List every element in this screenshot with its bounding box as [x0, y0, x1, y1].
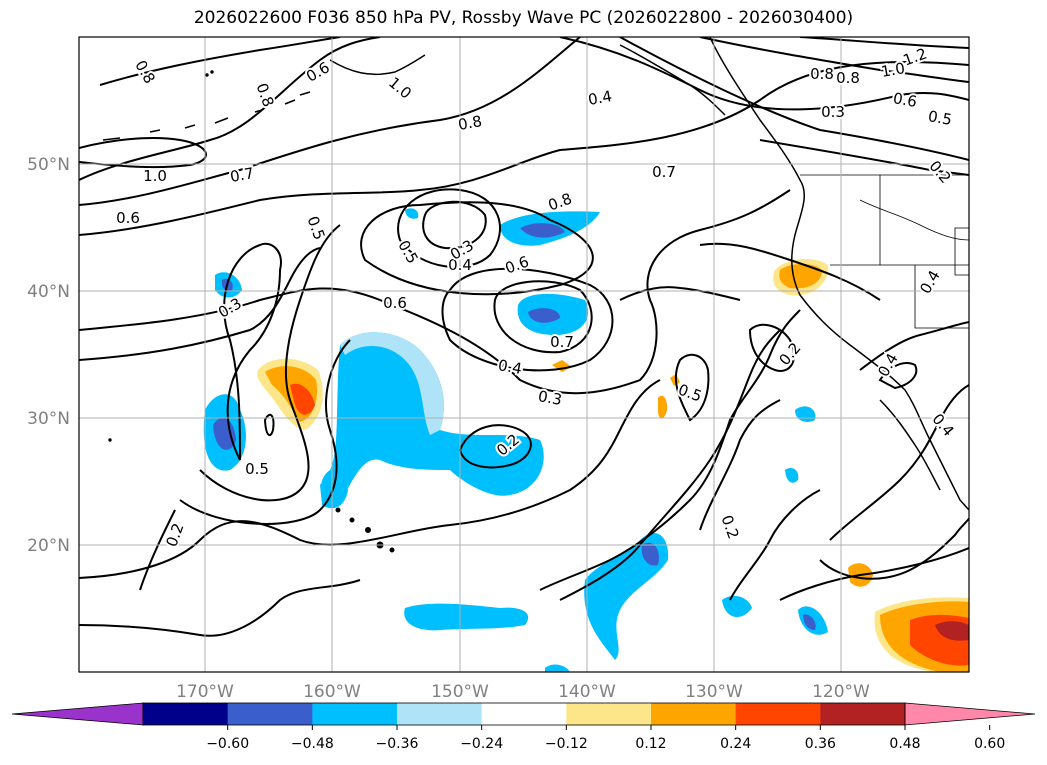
colorbar-segment: [566, 703, 652, 725]
lon-label-140w: 140°W: [558, 682, 616, 702]
contour-label: 0.6: [116, 209, 140, 227]
contour-label: 0.3: [537, 387, 564, 409]
map-title: 2026022600 F036 850 hPa PV, Rossby Wave …: [193, 8, 854, 28]
colorbar-tick-label: −0.60: [206, 736, 249, 752]
colorbar-frame: [142, 702, 906, 726]
lon-label-160w: 160°W: [303, 682, 361, 702]
contour-label: 0.7: [652, 163, 676, 181]
negative-shading: [203, 208, 828, 672]
colorbar-tick-label: 0.60: [974, 736, 1005, 752]
contour-label: 0.6: [383, 294, 407, 312]
lon-label-150w: 150°W: [431, 682, 489, 702]
colorbar-segment: [481, 703, 567, 725]
lon-label-130w: 130°W: [685, 682, 743, 702]
lat-label-50: 50°N: [27, 155, 70, 175]
gridlines: [79, 37, 969, 672]
coastlines: [102, 37, 969, 511]
lon-label-170w: 170°W: [176, 682, 234, 702]
contour-label: 0.4: [448, 256, 472, 274]
lon-label-120w: 120°W: [812, 682, 870, 702]
colorbar-segment: [312, 703, 398, 725]
colorbar-tick-label: 0.12: [635, 736, 666, 752]
contour-label: 1.0: [143, 167, 167, 185]
colorbar-extend-high: [904, 702, 1036, 726]
colorbar-segment: [735, 703, 821, 725]
lat-label-40: 40°N: [27, 282, 70, 302]
colorbar-tick-label: −0.48: [291, 736, 334, 752]
colorbar: [11, 702, 1036, 726]
contour-label: 0.5: [245, 460, 269, 478]
contour-label: 0.3: [821, 103, 845, 121]
colorbar-segment: [143, 703, 229, 725]
borders: [800, 174, 969, 329]
colorbar-tick-label: −0.24: [460, 736, 503, 752]
colorbar-segment: [227, 703, 313, 725]
colorbar-tick-label: 0.48: [889, 736, 920, 752]
lat-label-30: 30°N: [27, 409, 70, 429]
contour-label: 0.8: [810, 65, 834, 83]
colorbar-segment: [820, 703, 906, 725]
colorbar-ticks: −0.60 −0.48 −0.36 −0.24 −0.12 0.12 0.24 0.36 0.4…: [206, 725, 1005, 752]
colorbar-segment: [651, 703, 737, 725]
colorbar-tick-label: −0.12: [545, 736, 588, 752]
positive-shading: [257, 258, 969, 672]
colorbar-tick-label: 0.36: [805, 736, 836, 752]
colorbar-segment: [397, 703, 483, 725]
colorbar-tick-label: 0.24: [720, 736, 751, 752]
colorbar-tick-label: −0.36: [376, 736, 419, 752]
contour-label: 0.7: [550, 333, 574, 351]
contour-label: 0.8: [836, 69, 860, 87]
colorbar-extend-low: [11, 702, 144, 726]
lat-label-20: 20°N: [27, 536, 70, 556]
